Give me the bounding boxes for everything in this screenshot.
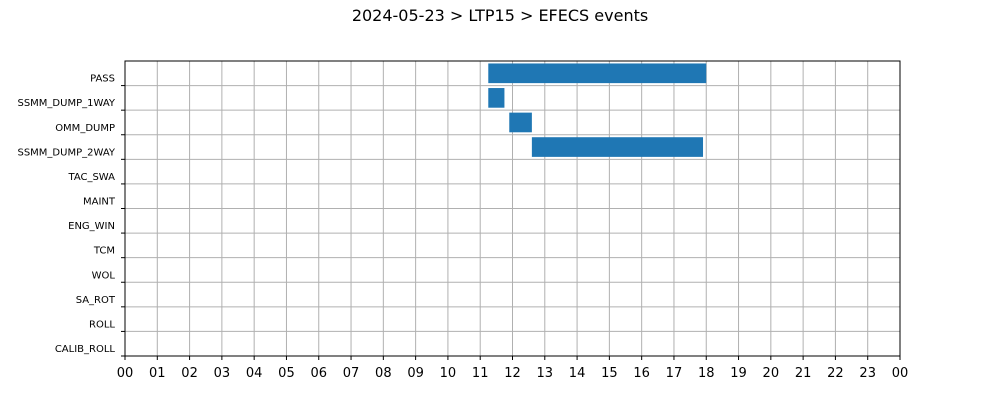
- x-tick-label: 12: [504, 366, 521, 381]
- x-tick-label: 19: [730, 366, 747, 381]
- x-tick-label: 06: [310, 366, 327, 381]
- y-tick-label: TAC_SWA: [67, 172, 115, 183]
- x-tick-label: 02: [181, 366, 198, 381]
- x-tick-label: 16: [633, 366, 650, 381]
- x-tick-label: 09: [407, 366, 424, 381]
- y-tick-label: SSMM_DUMP_2WAY: [17, 147, 115, 158]
- y-tick-label: SA_ROT: [76, 295, 116, 306]
- x-tick-label: 01: [149, 366, 166, 381]
- y-tick-label: ROLL: [89, 319, 115, 330]
- event-bar: [488, 88, 505, 108]
- x-tick-label: 17: [666, 366, 683, 381]
- x-tick-label: 00: [892, 366, 909, 381]
- y-tick-label: SSMM_DUMP_1WAY: [17, 98, 115, 109]
- x-tick-label: 07: [343, 366, 360, 381]
- y-tick-label: CALIB_ROLL: [55, 344, 116, 355]
- y-tick-label: WOL: [92, 270, 116, 281]
- x-tick-label: 15: [601, 366, 618, 381]
- x-tick-label: 23: [859, 366, 876, 381]
- x-tick-label: 21: [795, 366, 812, 381]
- x-tick-label: 08: [375, 366, 392, 381]
- event-bar: [531, 137, 704, 157]
- event-bar: [509, 112, 532, 133]
- y-tick-label: PASS: [90, 74, 115, 85]
- y-tick-label: OMM_DUMP: [55, 123, 115, 134]
- x-tick-label: 04: [246, 366, 263, 381]
- x-tick-label: 18: [698, 366, 715, 381]
- x-tick-label: 14: [569, 366, 586, 381]
- y-tick-label: ENG_WIN: [68, 221, 115, 232]
- chart-title: 2024-05-23 > LTP15 > EFECS events: [351, 6, 649, 25]
- x-tick-label: 22: [827, 366, 844, 381]
- x-tick-label: 00: [117, 366, 134, 381]
- event-bar: [488, 63, 707, 84]
- x-tick-label: 03: [214, 366, 231, 381]
- plot-frame: [124, 60, 901, 357]
- x-tick-label: 20: [763, 366, 780, 381]
- x-tick-label: 10: [440, 366, 457, 381]
- x-tick-label: 13: [537, 366, 554, 381]
- y-tick-label: MAINT: [83, 197, 116, 208]
- y-tick-label: TCM: [93, 246, 115, 257]
- x-tick-label: 11: [472, 366, 489, 381]
- x-tick-label: 05: [278, 366, 295, 381]
